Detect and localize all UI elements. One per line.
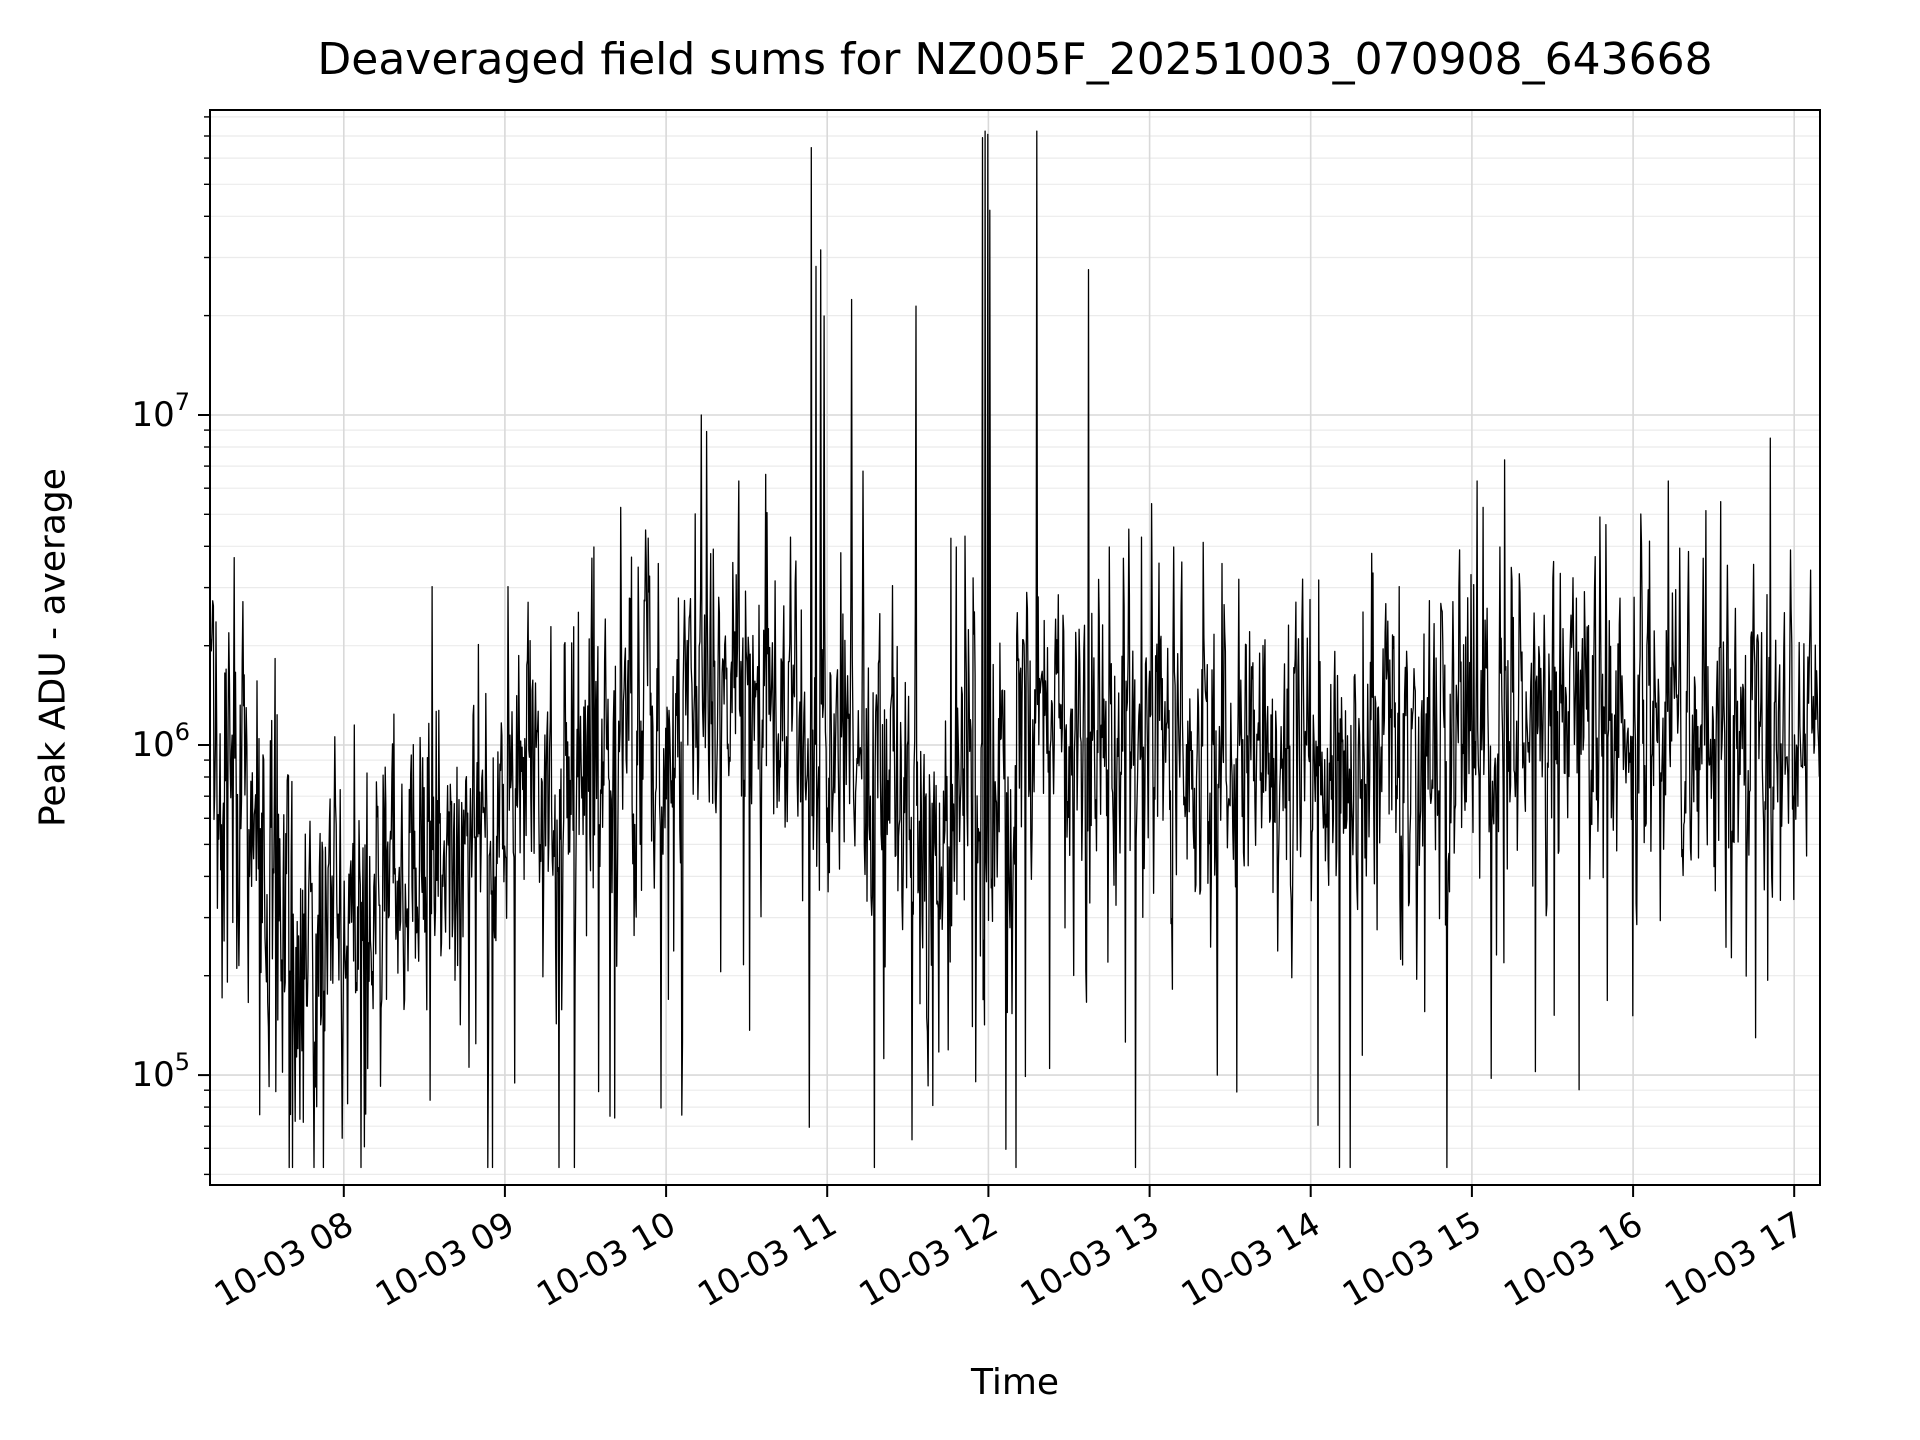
- x-tick-label: 10-03 15: [1336, 1204, 1488, 1315]
- y-tick-label: 107: [131, 388, 190, 435]
- x-tick-label: 10-03 14: [1175, 1204, 1327, 1315]
- axes-spines: [209, 109, 1821, 1186]
- series-line: [209, 130, 1821, 1169]
- x-tick-label: 10-03 11: [691, 1204, 843, 1315]
- y-tick-label: 106: [131, 718, 190, 765]
- x-tick-label: 10-03 13: [1014, 1204, 1166, 1315]
- x-tick-label: 10-03 17: [1658, 1204, 1810, 1315]
- x-tick-label: 10-03 10: [530, 1204, 682, 1315]
- y-axis-label: Peak ADU - average: [32, 468, 74, 827]
- x-tick-label: 10-03 08: [208, 1204, 360, 1315]
- y-tick-label: 105: [131, 1048, 190, 1095]
- x-tick-label: 10-03 16: [1497, 1204, 1649, 1315]
- x-tick-label: 10-03 12: [853, 1204, 1005, 1315]
- x-axis-label: Time: [970, 1362, 1060, 1403]
- chart-title: Deaveraged field sums for NZ005F_2025100…: [317, 34, 1713, 85]
- x-tick-label: 10-03 09: [369, 1204, 521, 1315]
